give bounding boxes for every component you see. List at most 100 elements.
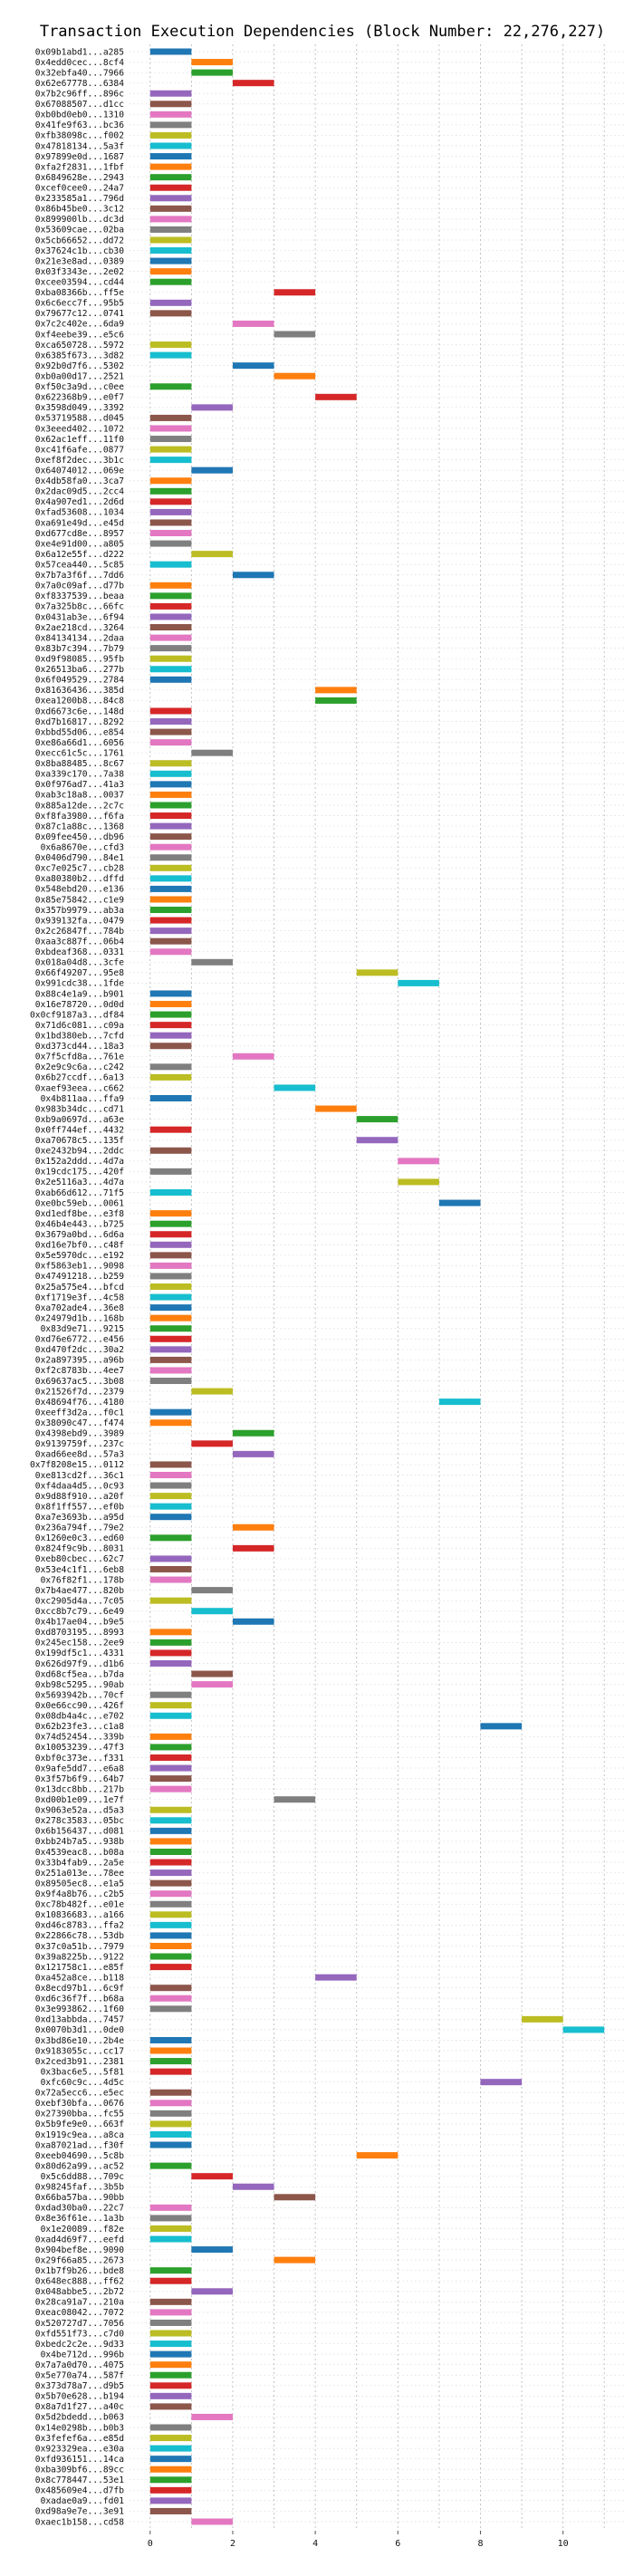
y-tick-label: 0x6a12e55f...d222 <box>35 550 124 560</box>
execution-bar <box>149 833 192 841</box>
y-tick-label: 0x80d62a99...ac52 <box>35 2161 124 2171</box>
execution-bar <box>232 1053 274 1060</box>
execution-bar <box>149 540 192 547</box>
execution-bar <box>274 289 316 296</box>
y-tick-label: 0x899900lb...dc3d <box>35 215 124 225</box>
y-tick-label: 0xeeb04690...5c8b <box>35 2151 124 2161</box>
y-tick-label: 0x3598d049...3392 <box>35 403 124 413</box>
y-tick-label: 0x3e993862...1f60 <box>35 2004 124 2014</box>
y-tick-label: 0x7b7a3f6f...7dd6 <box>35 571 124 581</box>
y-tick-label: 0x3fefef6a...e85d <box>35 2434 124 2444</box>
y-tick-label: 0x47491218...b259 <box>35 1272 124 1282</box>
execution-bar <box>356 1137 399 1144</box>
y-tick-label: 0xf8fa3980...f6fa <box>35 812 124 822</box>
y-tick-label: 0x0431ab3e...6f94 <box>35 612 124 622</box>
y-tick-label: 0x622368b9...e0f7 <box>35 393 124 403</box>
y-tick-label: 0xab66d612...71f5 <box>35 1188 124 1198</box>
y-tick-label: 0x46b4e443...b725 <box>35 1219 124 1229</box>
execution-bar <box>232 1523 274 1531</box>
y-tick-label: 0xd6673c6e...148d <box>35 706 124 716</box>
execution-bar <box>149 822 192 830</box>
y-tick-label: 0x64074012...069e <box>35 466 124 476</box>
execution-bar <box>149 2319 192 2326</box>
y-tick-label: 0x98245faf...3b5b <box>35 2183 124 2193</box>
execution-bar <box>149 2215 192 2222</box>
execution-bar <box>232 1618 274 1625</box>
y-tick-label: 0x923329ea...e30a <box>35 2444 124 2454</box>
execution-bar <box>149 205 192 212</box>
bar-layer <box>149 48 605 2525</box>
y-tick-label: 0x27390bba...fc55 <box>35 2110 124 2119</box>
execution-bar <box>149 1408 192 1416</box>
execution-bar <box>149 1890 192 1898</box>
execution-bar <box>149 1314 192 1322</box>
execution-bar <box>274 1084 316 1091</box>
y-tick-label: 0xc78b482f...e01e <box>35 1900 124 1910</box>
execution-bar <box>149 153 192 160</box>
execution-bar <box>149 2497 192 2504</box>
y-tick-label: 0x7b2c96ff...896c <box>35 90 124 100</box>
execution-bar <box>149 896 192 903</box>
y-tick-label: 0x03f3343e...2e02 <box>35 267 124 277</box>
y-tick-label: 0xa80380b2...dffd <box>35 874 124 884</box>
y-tick-label: 0x121758c1...e85f <box>35 1963 124 1973</box>
execution-bar <box>315 1105 357 1112</box>
execution-bar <box>149 1001 192 1008</box>
execution-bar <box>149 2225 192 2232</box>
execution-bar <box>149 655 192 662</box>
execution-bar <box>149 508 192 515</box>
execution-bar <box>149 2456 192 2463</box>
y-tick-label: 0x939132fa...0479 <box>35 916 124 926</box>
execution-bar <box>149 111 192 118</box>
y-tick-label: 0x1260e0c3...ed60 <box>35 1533 124 1543</box>
y-tick-label: 0x47818134...5a3f <box>35 141 124 151</box>
execution-bar <box>149 2130 192 2138</box>
y-tick-label: 0x9f4a8b76...c2b5 <box>35 1889 124 1899</box>
execution-bar <box>149 530 192 537</box>
y-tick-label: 0xd8703195...8993 <box>35 1628 124 1638</box>
execution-bar <box>274 2256 316 2264</box>
y-tick-label: 0xb98c5295...90ab <box>35 1680 124 1690</box>
y-tick-label: 0x278c3583...05bc <box>35 1816 124 1826</box>
execution-bar <box>356 1116 399 1123</box>
y-tick-label: 0xf8337539...beaa <box>35 591 124 601</box>
execution-bar <box>149 592 192 600</box>
execution-bar <box>191 1388 233 1395</box>
execution-bar <box>149 1346 192 1353</box>
execution-bar <box>149 843 192 851</box>
y-tick-label: 0x41fe9f63...bc36 <box>35 120 124 130</box>
execution-bar <box>191 2518 233 2525</box>
y-tick-label: 0x0e66cc90...426f <box>35 1701 124 1711</box>
y-tick-label: 0x10836683...a166 <box>35 1910 124 1920</box>
y-tick-label: 0x245ec158...2ee9 <box>35 1639 124 1648</box>
y-tick-label: 0x2ae218cd...3264 <box>35 623 124 633</box>
y-tick-label: 0x1bd380eb...7cfd <box>35 1031 124 1041</box>
y-tick-label: 0xe813cd2f...36c1 <box>35 1471 124 1481</box>
y-tick-label: 0xf4eebe39...e5c6 <box>35 330 124 340</box>
y-tick-label: 0x7a0c09af...d77b <box>35 582 124 591</box>
execution-bar <box>315 1974 357 1981</box>
x-tick-label: 0 <box>148 2539 153 2549</box>
execution-bar <box>149 2058 192 2065</box>
y-tick-label: 0x152a2ddd...4d7a <box>35 1157 124 1167</box>
y-tick-label: 0xb0bd0eb0...1310 <box>35 111 124 120</box>
execution-bar <box>191 2246 233 2254</box>
y-tick-label: 0x5e5970dc...e192 <box>35 1251 124 1261</box>
execution-bar <box>149 1273 192 1280</box>
y-tick-label: 0x14e0298b...b0b3 <box>35 2423 124 2433</box>
execution-bar <box>191 2413 233 2420</box>
y-tick-label: 0x62b23fe3...c1a8 <box>35 1722 124 1732</box>
y-tick-label: 0x79677c12...0741 <box>35 309 124 319</box>
y-tick-label: 0xfb38098c...f002 <box>35 131 124 141</box>
y-tick-label: 0xba309bf6...89cc <box>35 2465 124 2475</box>
execution-bar <box>232 2183 274 2190</box>
execution-bar <box>149 907 192 914</box>
y-tick-label: 0x520727d7...7056 <box>35 2319 124 2329</box>
execution-bar <box>149 2507 192 2514</box>
execution-bar <box>149 2162 192 2169</box>
y-tick-label: 0x0ff744ef...4432 <box>35 1125 124 1135</box>
execution-bar <box>149 1838 192 1845</box>
execution-bar <box>191 404 233 411</box>
execution-bar <box>149 2110 192 2117</box>
y-tick-label: 0x97899e0d...1687 <box>35 152 124 162</box>
